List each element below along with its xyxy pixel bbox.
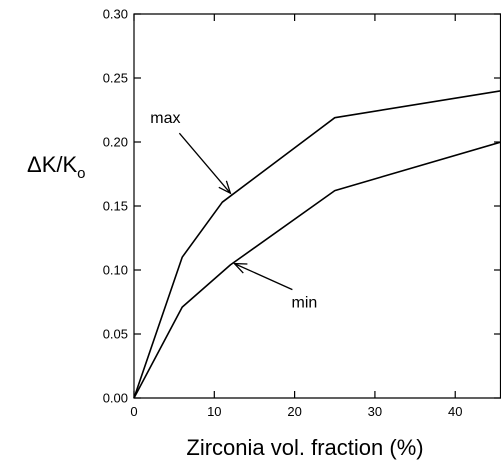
x-axis-title: Zirconia vol. fraction (%) [186,435,423,460]
y-tick-label: 0.05 [103,327,128,342]
x-axis-ticks: 0 10 20 30 40 [130,14,462,419]
series-group [133,90,501,399]
y-tick-label: 0.20 [103,135,128,150]
y-tick-label: 0.10 [103,263,128,278]
annotation-arrow-line [178,132,231,194]
annotations-group: max min [150,110,317,311]
y-axis-title-main: ΔK/K [27,152,77,177]
y-tick-label: 0.25 [103,71,128,86]
series-line-max [133,90,501,399]
annotation-arrowhead [232,262,248,274]
x-tick-label: 20 [287,404,301,419]
y-axis-title: ΔK/Ko [27,152,86,182]
y-axis-ticks: 0.00 0.05 0.10 0.15 0.20 0.25 0.30 [103,7,501,406]
series-line-min [133,141,501,399]
annotation-arrowhead [218,180,232,195]
x-tick-label: 10 [207,404,221,419]
x-tick-label: 30 [368,404,382,419]
annotation-arrow-line [234,263,293,291]
x-tick-label: 40 [448,404,462,419]
plot-frame-border [133,13,501,399]
y-tick-label: 0.00 [103,391,128,406]
plot-frame [133,13,501,399]
annotation-label-min: min [291,295,317,312]
y-tick-label: 0.30 [103,7,128,22]
x-tick-label: 0 [130,404,137,419]
annotation-label-max: max [150,110,180,127]
y-axis-title-subscript: o [77,165,85,182]
y-tick-label: 0.15 [103,199,128,214]
